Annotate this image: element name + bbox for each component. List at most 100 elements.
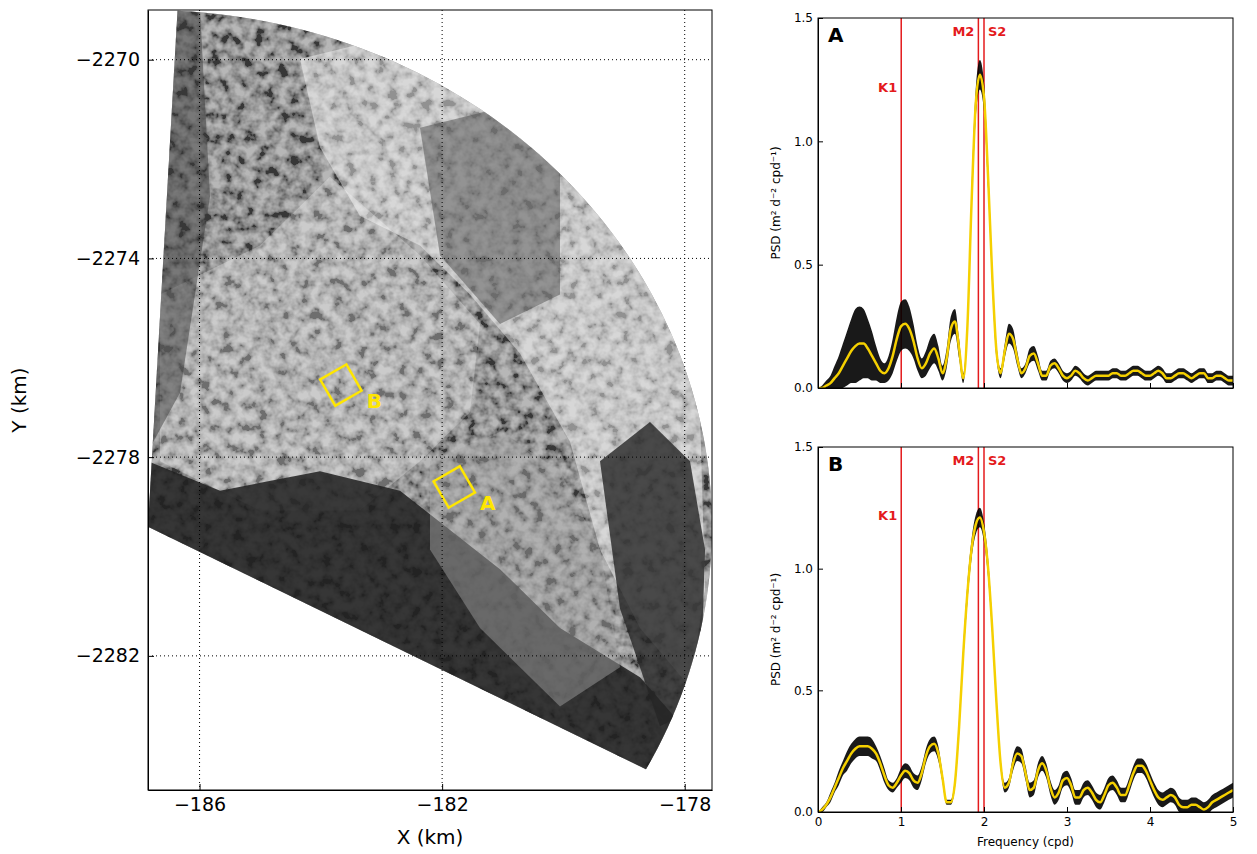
tick-mark	[984, 383, 985, 388]
grid-line	[199, 10, 200, 790]
tick-label: 0.0	[794, 805, 813, 819]
tick-mark	[148, 60, 154, 61]
frame	[818, 18, 1233, 388]
mean-line	[818, 75, 1233, 388]
image-region	[420, 108, 560, 324]
tick-mark	[148, 457, 154, 458]
tick-label: 1.0	[794, 562, 813, 576]
tick	[1233, 383, 1234, 388]
tick-mark	[818, 447, 823, 448]
tick-label: 0.5	[794, 258, 813, 272]
axis: −186 −182 −178	[149, 784, 713, 815]
constituent-line	[983, 447, 985, 812]
tick-mark	[818, 690, 823, 691]
tick-label: 1	[898, 815, 906, 829]
tick-label: −182	[417, 793, 469, 815]
box-label: B	[367, 389, 382, 413]
tick-label: 1.5	[794, 440, 813, 454]
tick: 4	[1147, 807, 1155, 829]
tick: 0.0	[794, 381, 823, 395]
panel-letter: A	[828, 23, 844, 47]
axis-line	[818, 19, 819, 389]
tick-mark	[818, 18, 823, 19]
axis-line	[149, 790, 713, 791]
tick-mark	[1150, 807, 1151, 812]
sample-box	[320, 364, 361, 405]
axis: 0 1 2 3 4 5	[815, 807, 1238, 829]
axis-title: X (km)	[397, 825, 464, 849]
tick-mark	[148, 656, 154, 657]
tick-label: 0.5	[794, 684, 813, 698]
sample-box	[434, 466, 475, 507]
tick-mark	[818, 812, 823, 813]
tick: 0.0	[794, 805, 823, 819]
tick-mark	[1233, 807, 1234, 812]
frame	[148, 10, 712, 790]
grid	[148, 10, 712, 790]
grid-line	[148, 59, 712, 60]
axis-line	[818, 448, 819, 813]
tick: −2278	[76, 446, 154, 468]
tick-mark	[1150, 383, 1151, 388]
axis-line	[819, 812, 1234, 813]
axis-title: PSD (m² d⁻² cpd⁻¹)	[769, 573, 783, 686]
tick: −186	[174, 784, 226, 815]
grid-line	[442, 10, 443, 790]
tick	[984, 383, 985, 388]
panel-letter: B	[828, 452, 843, 476]
tick: −2282	[76, 644, 154, 666]
axis-line	[819, 388, 1234, 389]
ensemble-band	[818, 60, 1233, 388]
tick-mark	[818, 265, 823, 266]
tick-label: 4	[1147, 815, 1155, 829]
tick: 1.5	[794, 11, 823, 25]
tick-mark	[200, 784, 201, 790]
tick-mark	[901, 807, 902, 812]
ensemble-band	[818, 508, 1233, 812]
tick-mark	[685, 784, 686, 790]
tick-label: 1.0	[794, 135, 813, 149]
tick-label: 5	[1230, 815, 1238, 829]
tick: 1	[898, 807, 906, 829]
tick-mark	[901, 383, 902, 388]
image-region	[600, 422, 705, 726]
tick	[901, 383, 902, 388]
tick-mark	[442, 784, 443, 790]
plot-area	[818, 447, 1233, 812]
constituent-label: S2	[988, 24, 1006, 39]
constituent-label: K1	[878, 508, 897, 523]
tick: 2	[981, 807, 989, 829]
tick: −2274	[76, 247, 154, 269]
tick	[1067, 383, 1068, 388]
constituent-line	[983, 18, 985, 388]
tick-mark	[1233, 383, 1234, 388]
tick-label: −178	[659, 793, 711, 815]
tick-label: 0	[815, 815, 823, 829]
tick-mark	[148, 258, 154, 259]
tick-label: 1.5	[794, 11, 813, 25]
tick-label: 3	[1064, 815, 1072, 829]
tick-mark	[818, 388, 823, 389]
tick: −2270	[76, 48, 154, 70]
tick-mark	[818, 141, 823, 142]
grid-line	[148, 457, 712, 458]
radar-image	[148, 10, 712, 790]
image-region	[160, 177, 480, 511]
tick-label: −2278	[76, 446, 140, 468]
axis-line	[148, 11, 149, 791]
tick-label: −186	[174, 793, 226, 815]
mean-line	[818, 518, 1233, 812]
tick: 1.0	[794, 562, 823, 576]
axis-title: Frequency (cpd)	[977, 835, 1074, 849]
tick: 0.5	[794, 258, 823, 272]
plot-area	[818, 18, 1233, 388]
image-region	[430, 432, 620, 707]
axis: 0.0 0.5 1.0 1.5	[794, 440, 823, 819]
figure: A B −186 −182 −178 −2270 −2274 −2278 −2282 X (km)…	[0, 0, 1257, 854]
axis: 0.0 0.5 1.0 1.5	[794, 11, 823, 395]
tick: −182	[417, 784, 469, 815]
tick: 3	[1064, 807, 1072, 829]
tick: 0.5	[794, 684, 823, 698]
constituent-line	[900, 447, 902, 812]
constituent-label: M2	[952, 24, 974, 39]
